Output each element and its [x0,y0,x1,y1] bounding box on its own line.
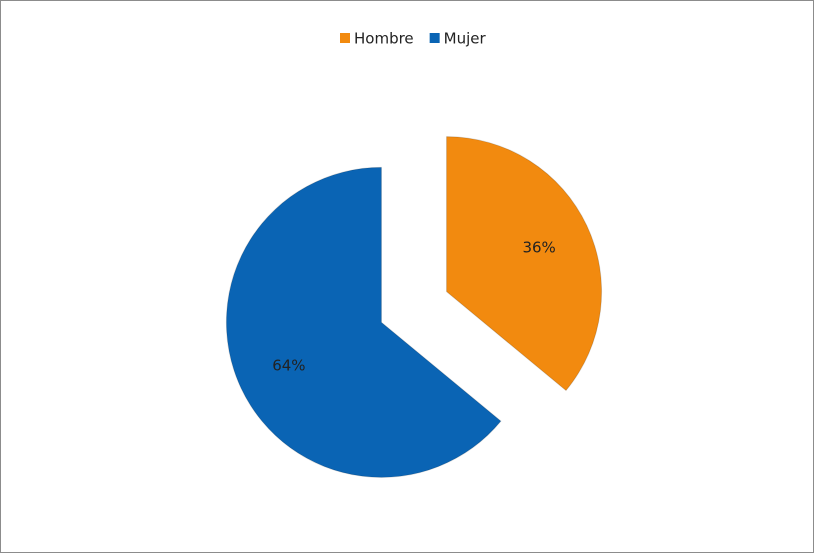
legend-swatch [340,33,350,43]
pie-slice [446,136,603,392]
legend-label: Mujer [444,30,487,48]
data-label: 36% [522,239,555,257]
legend-label: Hombre [354,30,414,48]
data-label: 64% [272,356,305,374]
pie-slice [225,166,502,478]
legend-swatch [429,33,440,43]
